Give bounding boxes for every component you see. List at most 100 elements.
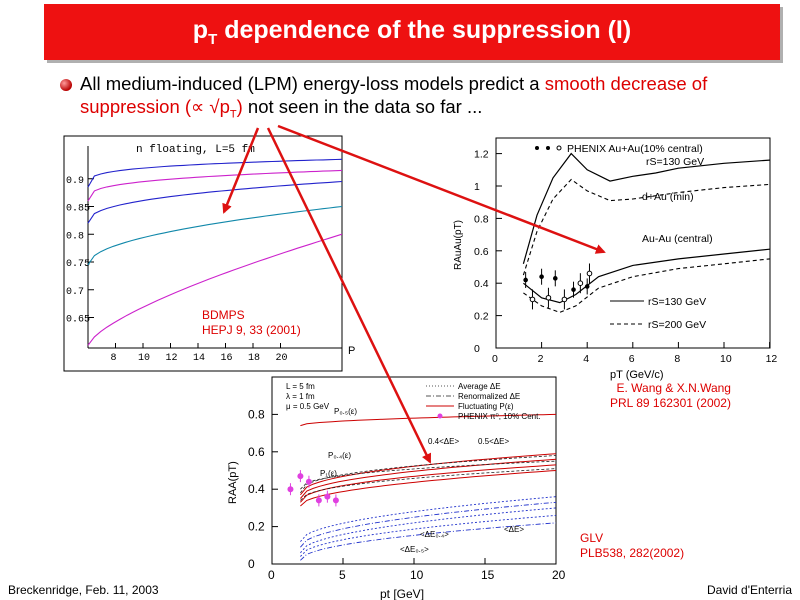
glv-point-0 (287, 486, 294, 493)
wang-legend-200: rS=200 GeV (648, 319, 706, 331)
glv-label-5: <ΔE> (504, 525, 524, 534)
wang-ytick-5: 1 (474, 181, 480, 193)
glv-blue-curve-3 (300, 522, 557, 561)
bdmps-ytick-2: 0.8 (66, 231, 84, 242)
wang-xtick-1: 2 (538, 353, 544, 365)
bdmps-title: n floating, L=5 fm (136, 144, 255, 156)
wang-legend: PHENIX Au+Au(10% central) rS=130 GeV d+A… (535, 143, 713, 331)
glv-point-5 (332, 497, 339, 504)
wang-legend-phenix: PHENIX Au+Au(10% central) (567, 143, 703, 155)
bdmps-ytick-3: 0.75 (66, 259, 90, 270)
wang-curve-dau-200 (522, 178, 770, 276)
wang-open-point-3 (577, 280, 584, 286)
note-wang: E. Wang & X.N.Wang PRL 89 162301 (2002) (610, 381, 731, 410)
slide-title: pT dependence of the suppression (I) (192, 16, 632, 48)
wang-ylabel: RAuAu(pT) (453, 220, 464, 270)
glv-red-curve-2 (300, 453, 557, 496)
bullet-icon (60, 79, 72, 91)
glv-blue-curve-0 (300, 507, 557, 554)
glv-red-curve-4 (300, 413, 557, 427)
wang-label-dau: d+Au (min) (642, 191, 694, 203)
bdmps-ytick-0: 0.9 (66, 176, 84, 187)
bdmps-curve-1 (87, 169, 343, 202)
wang-open-point-0 (529, 296, 536, 303)
glv-xtick-1: 5 (339, 568, 346, 582)
bdmps-xtick-2: 12 (166, 353, 178, 364)
footer-right: David d'Enterria (707, 583, 792, 597)
glv-ytick-1: 0.2 (248, 520, 265, 534)
bdmps-xtick-6: 20 (276, 353, 288, 364)
bullet-text: All medium-induced (LPM) energy-loss mod… (80, 73, 708, 121)
wang-point-3 (571, 287, 576, 292)
wang-point-4 (584, 284, 590, 289)
wang-ytick-1: 0.2 (474, 311, 489, 323)
glv-label-7: <ΔE₀.₅> (400, 545, 429, 554)
glv-label-6: <ΔE₀.₄> (420, 530, 449, 539)
glv-blue-curve-4 (300, 514, 557, 557)
wang-legend-130-top: rS=130 GeV (646, 156, 704, 168)
glv-xtick-0: 0 (268, 568, 275, 582)
glv-black-curve-1 (300, 460, 557, 490)
wang-xtick-4: 8 (674, 353, 680, 365)
glv-label-4: 0.5<ΔE> (478, 437, 509, 446)
bdmps-curve-3 (87, 205, 343, 266)
bdmps-curve-0 (87, 158, 343, 188)
glv-params: L = 5 fm λ = 1 fm μ = 0.5 GeV (286, 382, 330, 411)
wang-xtick-3: 6 (629, 353, 635, 365)
glv-xtick-4: 20 (552, 568, 566, 582)
wang-xtick-6: 12 (766, 353, 778, 365)
svg-text:λ = 1 fm: λ = 1 fm (286, 392, 315, 401)
glv-legend: Average ΔE Renormalized ΔE Fluctuating P… (426, 382, 541, 421)
bdmps-curve-2 (87, 180, 343, 224)
note-bdmps: BDMPS HEPJ 9, 33 (2001) (202, 308, 301, 337)
glv-point-3 (315, 497, 322, 504)
bdmps-xtick-4: 16 (221, 353, 233, 364)
glv-ytick-2: 0.4 (248, 482, 265, 496)
glv-ytick-0: 0 (248, 557, 255, 571)
wang-ytick-2: 0.4 (474, 278, 489, 290)
glv-ytick-4: 0.8 (248, 407, 265, 421)
glv-ylabel: RAA(pT) (227, 461, 239, 504)
svg-text:Renormalized ΔE: Renormalized ΔE (458, 392, 520, 401)
glv-xtick-3: 15 (481, 568, 495, 582)
glv-red-curve-1 (300, 458, 557, 499)
bdmps-xtick-5: 18 (248, 353, 260, 364)
glv-blue-curve-1 (300, 501, 557, 548)
glv-plot: 0 0.2 0.4 0.6 0.8 0 5 10 15 20 L = 5 fm λ = 1 fm … (227, 376, 566, 600)
footer-left: Breckenridge, Feb. 11, 2003 (8, 583, 159, 597)
wang-point-1 (539, 274, 544, 280)
glv-blue-curve-2 (300, 496, 557, 542)
wang-legend-130: rS=130 GeV (648, 296, 706, 308)
svg-text:L = 5 fm: L = 5 fm (286, 382, 315, 391)
wang-point-2 (552, 276, 558, 281)
bdmps-ytick-5: 0.65 (66, 315, 90, 326)
glv-xtick-2: 10 (410, 568, 424, 582)
wang-xlabel: pT (GeV/c) (610, 369, 664, 381)
bdmps-curve-4 (87, 233, 343, 346)
wang-open-point-1 (545, 294, 552, 301)
wang-open-point-2 (561, 296, 568, 303)
glv-black-curve-2 (300, 468, 557, 501)
wang-ytick-4: 0.8 (474, 213, 489, 225)
glv-point-1 (297, 473, 304, 480)
glv-xlabel: pt [GeV] (380, 587, 424, 600)
wang-ytick-6: 1.2 (474, 149, 489, 161)
bdmps-xtick-3: 14 (193, 353, 205, 364)
glv-label-3: 0.4<ΔE> (428, 437, 459, 446)
glv-red-curve-0 (300, 464, 557, 503)
bdmps-xtick-1: 10 (138, 353, 150, 364)
svg-text:Average ΔE: Average ΔE (458, 382, 501, 391)
bdmps-xlabel: P (348, 345, 355, 357)
wang-curve-dau-130 (522, 152, 770, 264)
glv-ytick-3: 0.6 (248, 445, 265, 459)
glv-label-2: P₁(ε) (320, 469, 337, 478)
wang-xtick-5: 10 (720, 353, 732, 365)
bdmps-plot: n floating, L=5 fm 0.9 0.85 0.8 0.75 0.7 0.65… (63, 135, 355, 372)
svg-text:μ = 0.5 GeV: μ = 0.5 GeV (286, 402, 330, 411)
wang-plot: 0 0.2 0.4 0.6 0.8 1 1.2 0 2 4 6 8 10 12 PHENIX Au+Au(… (453, 137, 778, 381)
note-glv: GLV PLB538, 282(2002) (580, 531, 685, 560)
wang-ytick-3: 0.6 (474, 246, 489, 258)
wang-xtick-2: 4 (583, 353, 589, 365)
glv-point-2 (305, 478, 312, 485)
